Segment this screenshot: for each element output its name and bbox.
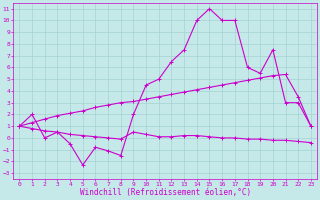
X-axis label: Windchill (Refroidissement éolien,°C): Windchill (Refroidissement éolien,°C)	[80, 188, 251, 197]
